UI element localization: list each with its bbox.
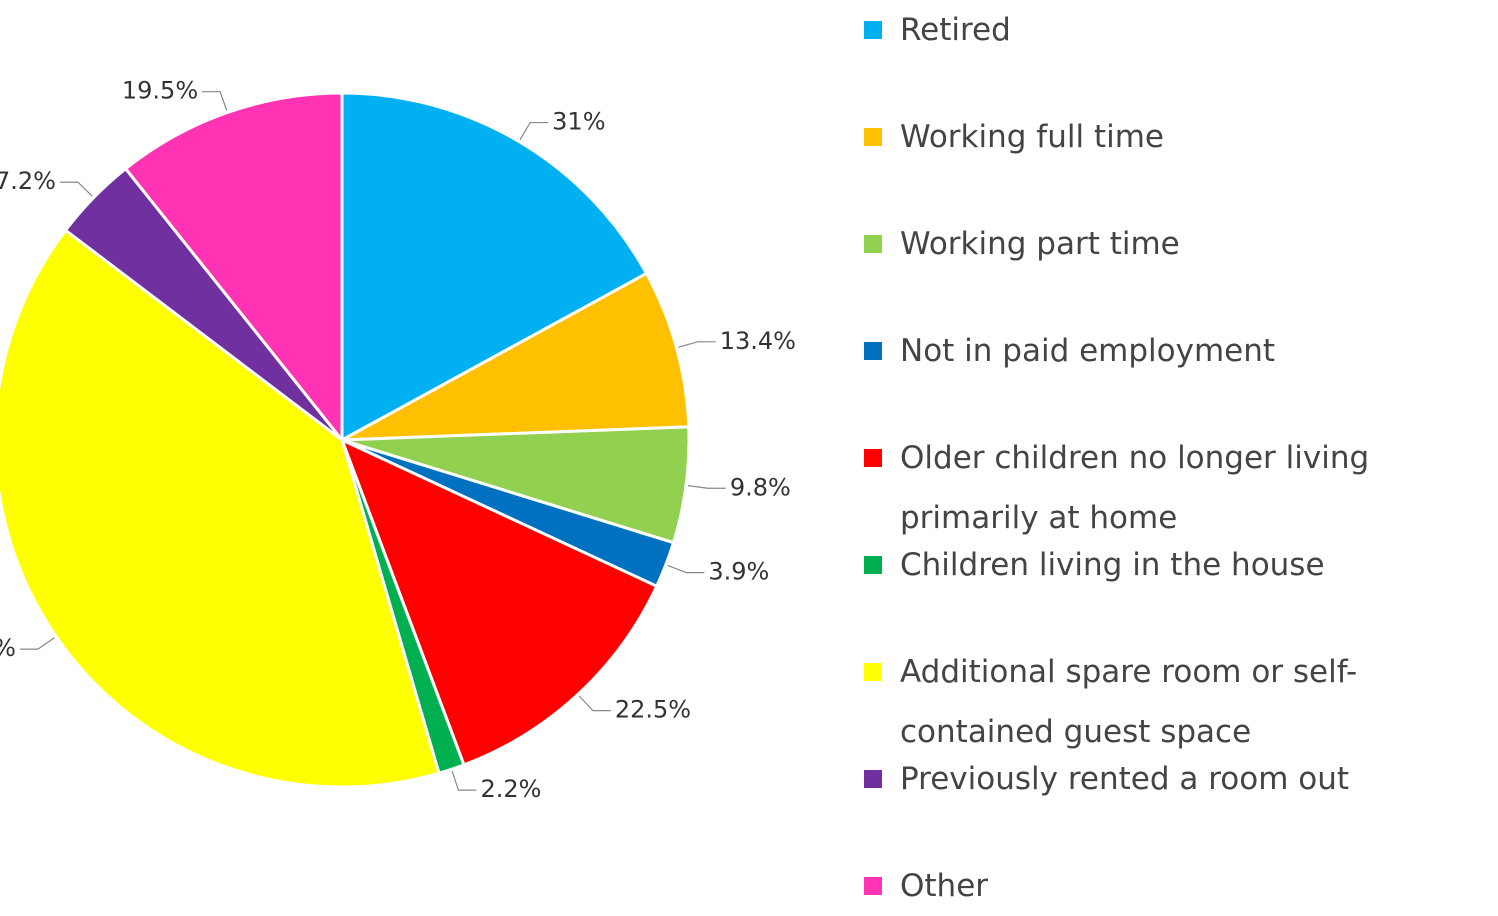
legend-item: Additional spare room or self-contained … [864, 642, 1494, 762]
legend-label: Not in paid employment [900, 333, 1276, 369]
pie-slice [341, 271, 691, 442]
legend-swatch [864, 342, 882, 360]
legend-item: Other [864, 856, 1494, 916]
data-label: 3.9% [708, 558, 769, 586]
data-label: 9.8% [730, 473, 791, 501]
legend-label: Older children no longer living primaril… [900, 440, 1370, 536]
legend-label: Working full time [900, 119, 1164, 155]
legend-item: Children living in the house [864, 535, 1494, 595]
legend-item: Working full time [864, 107, 1494, 167]
data-label: 22.5% [615, 696, 691, 724]
leader-line [519, 121, 549, 141]
pie-slice [339, 437, 659, 767]
data-label: 31% [552, 108, 605, 136]
legend-label: Working part time [900, 226, 1180, 262]
legend-label: Retired [900, 12, 1011, 48]
legend-label: Additional spare room or self-contained … [900, 654, 1358, 750]
leader-line [19, 637, 55, 650]
legend-label: Children living in the house [900, 547, 1325, 583]
legend-swatch [864, 235, 882, 253]
pie-chart: 31% 13.4% 9.8% 3.9% 22.5% 2.2% 72.5% 7.2% 19.5% [0, 77, 796, 803]
leader-line [678, 341, 716, 348]
leader-line [451, 770, 477, 791]
pie-slice [123, 91, 344, 445]
legend-label: Previously rented a room out [900, 761, 1350, 797]
legend-item: Previously rented a room out [864, 749, 1494, 809]
legend-swatch [864, 21, 882, 39]
legend-swatch [864, 877, 882, 895]
leader-line [687, 485, 726, 489]
leader-line [578, 695, 611, 712]
pie-slice [340, 91, 649, 443]
data-label: 2.2% [480, 775, 541, 803]
legend-item: Retired [864, 0, 1494, 60]
legend-swatch [864, 663, 882, 681]
legend-swatch [864, 770, 882, 788]
legend-item: Older children no longer living primaril… [864, 428, 1494, 548]
legend-label: Other [900, 868, 989, 904]
legend-swatch [864, 449, 882, 467]
data-label: 72.5% [0, 634, 16, 662]
leader-line [202, 91, 228, 111]
leader-line [59, 181, 93, 197]
pie-slice [0, 228, 441, 789]
leader-line [667, 564, 705, 574]
data-label: 19.5% [122, 77, 198, 105]
data-label: 7.2% [0, 167, 56, 195]
legend-item: Working part time [864, 214, 1494, 274]
legend-swatch [864, 556, 882, 574]
legend-item: Not in paid employment [864, 321, 1494, 381]
legend-swatch [864, 128, 882, 146]
data-label: 13.4% [720, 327, 796, 355]
